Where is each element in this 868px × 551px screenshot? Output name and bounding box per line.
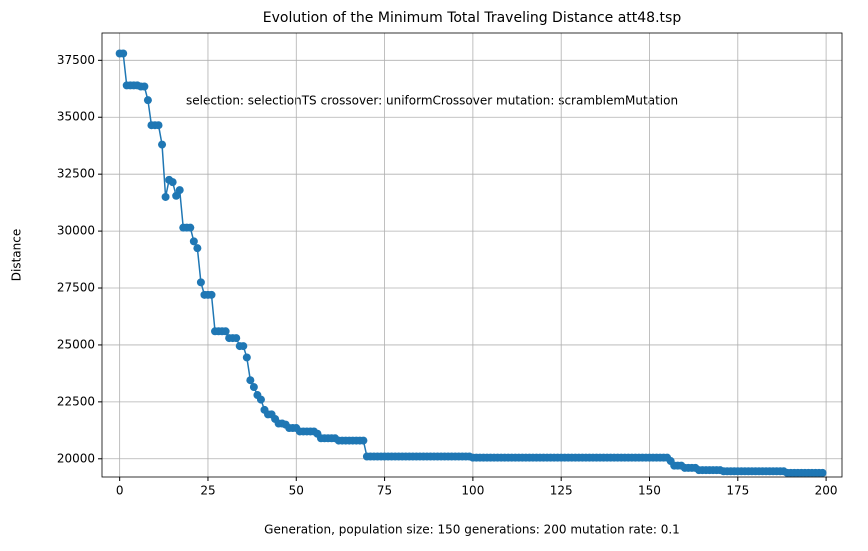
x-tick-label: 200 [815,484,838,498]
chart-title: Evolution of the Minimum Total Traveling… [263,10,682,26]
marker [175,186,184,195]
marker [143,96,152,105]
marker [168,178,177,187]
x-tick-label: 50 [289,484,304,498]
y-tick-label: 20000 [57,451,95,465]
marker [193,244,202,253]
marker [232,334,241,343]
y-axis-label: Distance [10,229,24,281]
x-tick-label: 25 [200,484,215,498]
y-tick-label: 37500 [57,53,95,67]
marker [154,121,163,130]
y-tick-label: 25000 [57,337,95,351]
x-tick-label: 75 [377,484,392,498]
marker [189,237,198,246]
x-axis-label: Generation, population size: 150 generat… [264,523,680,537]
annotation: selection: selectionTS crossover: unifor… [186,94,678,108]
marker [140,82,149,91]
marker [221,327,230,336]
marker [196,278,205,287]
y-tick-label: 22500 [57,394,95,408]
marker [119,49,128,58]
marker [242,353,251,362]
marker [246,376,255,385]
x-tick-label: 125 [550,484,573,498]
marker [239,342,248,351]
y-tick-label: 32500 [57,167,95,181]
plot-frame [101,32,843,478]
marker [818,468,827,477]
marker [161,192,170,201]
marker [359,436,368,445]
y-tick-label: 27500 [57,281,95,295]
x-tick-label: 175 [726,484,749,498]
y-tick-label: 30000 [57,224,95,238]
x-tick-label: 150 [638,484,661,498]
x-tick-label: 100 [461,484,484,498]
x-tick-label: 0 [116,484,124,498]
marker [207,290,216,299]
marker [186,223,195,232]
marker [158,140,167,149]
y-tick-label: 35000 [57,110,95,124]
marker [249,383,258,392]
marker [256,395,265,404]
